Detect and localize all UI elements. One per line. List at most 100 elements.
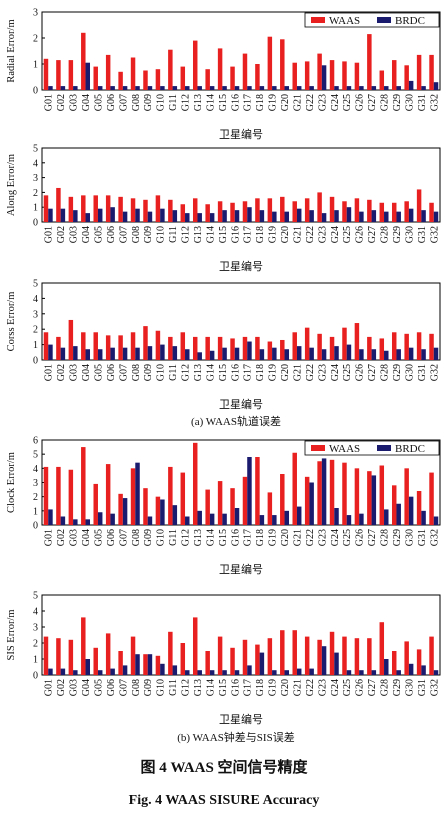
bar: [48, 86, 53, 90]
bar: [93, 195, 98, 222]
x-tick-label: G03: [69, 364, 80, 381]
bar: [416, 491, 422, 525]
bar: [346, 344, 352, 360]
bar: [379, 70, 385, 90]
bar: [267, 36, 273, 90]
bar: [135, 208, 140, 222]
y-tick-label: 1: [33, 203, 38, 214]
bar: [404, 65, 409, 90]
bar: [367, 471, 372, 525]
bar: [346, 670, 352, 675]
x-tick-label: G01: [44, 226, 55, 243]
bar: [408, 208, 414, 222]
bar: [247, 665, 252, 675]
x-tick-label: G19: [268, 94, 279, 111]
bar: [255, 198, 260, 222]
bar: [342, 636, 347, 675]
x-tick-label: G32: [429, 529, 440, 546]
bar: [172, 346, 178, 360]
x-tick-label: G30: [404, 226, 415, 243]
bar: [180, 204, 186, 222]
x-tick-label: G16: [230, 679, 241, 696]
x-tick-label: G04: [81, 364, 92, 381]
bar: [81, 447, 86, 525]
x-tick-label: G22: [305, 679, 316, 696]
y-tick-label: 3: [33, 173, 38, 184]
bar: [342, 61, 347, 90]
bar: [296, 346, 302, 360]
caption: (a) WAAS轨道误差: [191, 414, 281, 428]
bar: [408, 80, 414, 90]
bar: [280, 474, 285, 525]
y-tick-label: 3: [33, 623, 38, 634]
bar: [309, 482, 314, 525]
x-tick-label: G14: [205, 679, 216, 696]
bar: [296, 668, 302, 675]
bar: [185, 670, 190, 675]
x-tick-label: G25: [342, 364, 353, 381]
x-tick-label: G30: [404, 679, 415, 696]
x-tick-label: G15: [218, 364, 229, 381]
x-tick-label: G31: [417, 529, 428, 546]
y-tick-label: 2: [33, 639, 38, 650]
x-tick-label: G10: [156, 529, 167, 546]
bar: [234, 508, 240, 525]
x-tick-label: G16: [230, 226, 241, 243]
x-tick-label: G14: [205, 94, 216, 111]
bar: [217, 201, 223, 222]
x-tick-label: G25: [342, 226, 353, 243]
bar: [247, 457, 252, 525]
bar: [197, 86, 202, 90]
bar: [416, 54, 422, 90]
y-axis-label: Along Error/m: [6, 154, 17, 216]
x-tick-label: G13: [193, 529, 204, 546]
bar: [85, 349, 91, 360]
x-tick-label: G08: [131, 94, 142, 111]
bar: [68, 469, 74, 525]
x-tick-label: G27: [367, 226, 378, 243]
bar: [130, 636, 136, 675]
bar: [284, 211, 290, 222]
bar: [404, 333, 409, 360]
x-tick-label: G24: [330, 529, 341, 546]
bar: [404, 468, 409, 525]
bar: [234, 670, 240, 675]
bar: [172, 210, 178, 222]
bar: [205, 489, 210, 525]
bar: [421, 510, 426, 525]
bar: [222, 86, 227, 90]
bar: [217, 636, 223, 675]
bar: [234, 347, 240, 360]
bar: [160, 86, 165, 90]
x-tick-label: G16: [230, 94, 241, 111]
x-tick-label: G13: [193, 679, 204, 696]
bar: [209, 513, 215, 525]
bar: [197, 213, 202, 222]
bar: [272, 86, 277, 90]
bar: [105, 335, 111, 360]
x-tick-label: G18: [255, 529, 266, 546]
bar: [93, 66, 98, 90]
y-axis-label: SIS Error/m: [6, 609, 17, 660]
bar: [391, 485, 397, 525]
bar: [255, 644, 260, 675]
bar: [379, 338, 385, 360]
bar: [85, 519, 91, 525]
bar: [48, 668, 53, 675]
x-tick-label: G07: [118, 529, 129, 546]
bar: [242, 639, 248, 675]
x-tick-label: G27: [367, 679, 378, 696]
bar: [93, 647, 98, 675]
x-tick-label: G06: [106, 364, 117, 381]
bar: [168, 336, 173, 360]
bar: [60, 668, 66, 675]
bar: [296, 208, 302, 222]
x-tick-label: G22: [305, 364, 316, 381]
bar: [408, 347, 414, 360]
bar: [272, 211, 277, 222]
bar: [416, 332, 422, 360]
x-tick-label: G21: [292, 226, 303, 243]
x-tick-label: G17: [243, 679, 254, 696]
bar: [110, 207, 115, 222]
